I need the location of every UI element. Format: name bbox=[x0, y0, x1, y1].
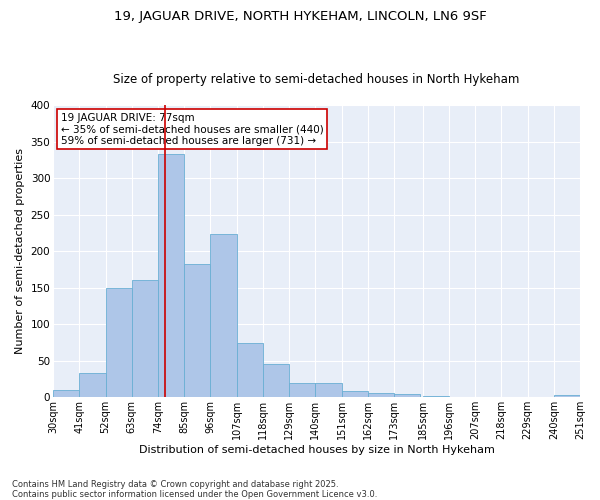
Bar bbox=[79, 373, 106, 398]
Text: 19 JAGUAR DRIVE: 77sqm
← 35% of semi-detached houses are smaller (440)
59% of se: 19 JAGUAR DRIVE: 77sqm ← 35% of semi-det… bbox=[61, 112, 324, 146]
Bar bbox=[184, 264, 211, 398]
Bar bbox=[368, 393, 394, 398]
Bar bbox=[158, 154, 184, 398]
Bar bbox=[211, 234, 236, 398]
Bar bbox=[263, 364, 289, 398]
Bar bbox=[422, 396, 449, 398]
Bar bbox=[53, 390, 79, 398]
Text: 19, JAGUAR DRIVE, NORTH HYKEHAM, LINCOLN, LN6 9SF: 19, JAGUAR DRIVE, NORTH HYKEHAM, LINCOLN… bbox=[113, 10, 487, 23]
Text: Contains HM Land Registry data © Crown copyright and database right 2025.
Contai: Contains HM Land Registry data © Crown c… bbox=[12, 480, 377, 499]
Title: Size of property relative to semi-detached houses in North Hykeham: Size of property relative to semi-detach… bbox=[113, 73, 520, 86]
Bar bbox=[289, 384, 316, 398]
Bar bbox=[106, 288, 132, 398]
Y-axis label: Number of semi-detached properties: Number of semi-detached properties bbox=[15, 148, 25, 354]
Bar bbox=[449, 396, 475, 398]
Bar bbox=[341, 392, 368, 398]
Bar bbox=[316, 384, 341, 398]
Bar bbox=[236, 342, 263, 398]
Bar bbox=[394, 394, 420, 398]
Bar bbox=[554, 395, 580, 398]
Bar bbox=[132, 280, 158, 398]
X-axis label: Distribution of semi-detached houses by size in North Hykeham: Distribution of semi-detached houses by … bbox=[139, 445, 494, 455]
